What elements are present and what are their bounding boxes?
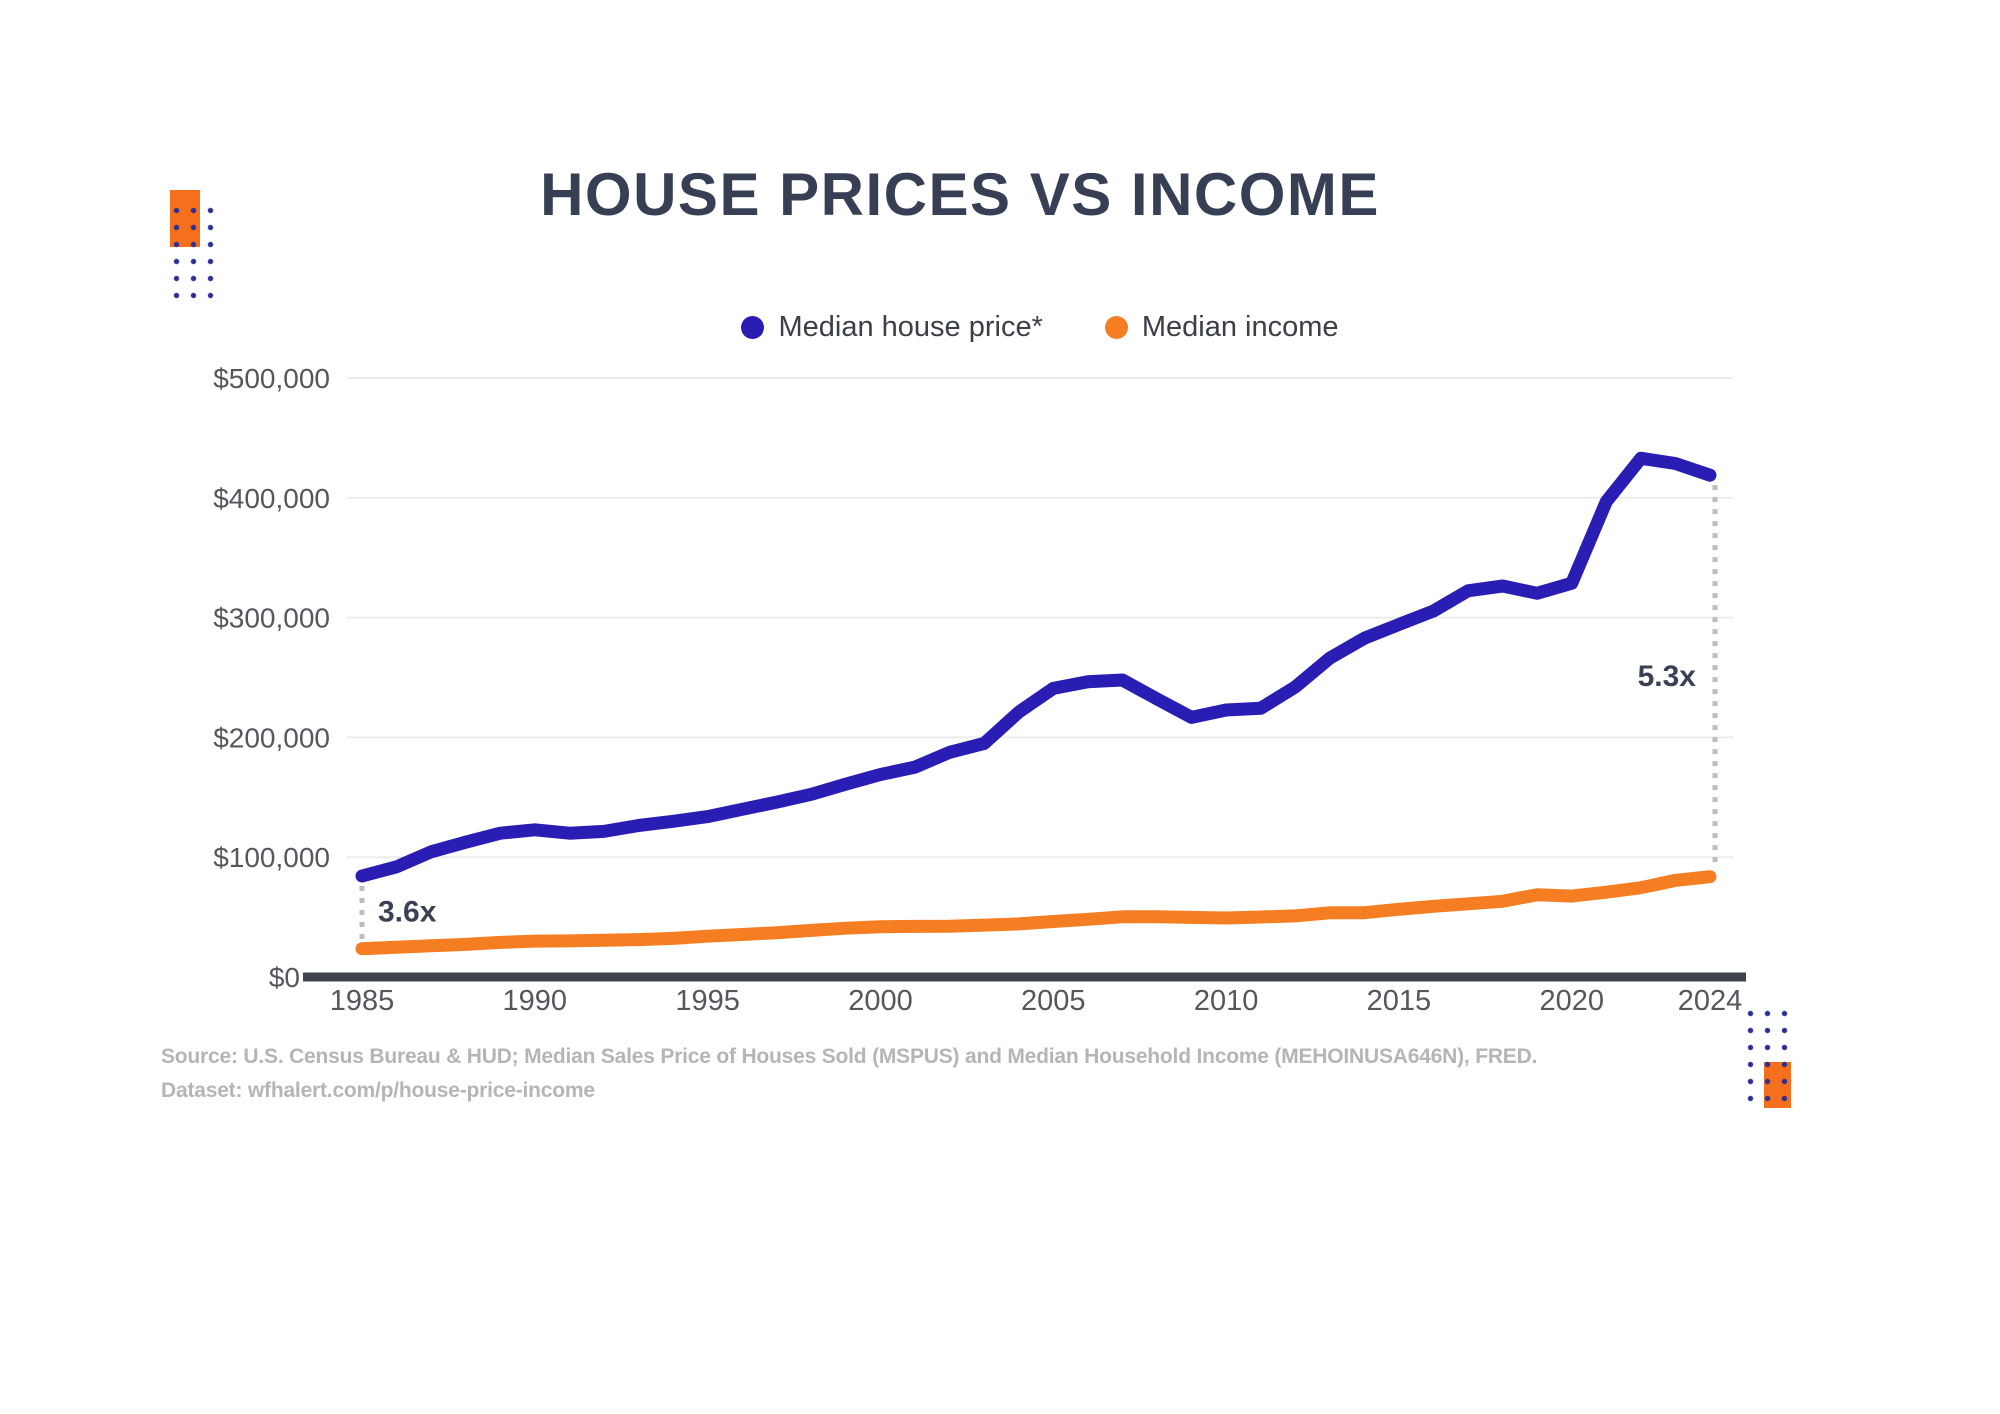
legend-label: Median income [1141,311,1339,343]
corner-decoration-bottom-right [1740,1004,1800,1116]
house-price-legend-dot-icon [741,316,765,339]
source-line-1: Source: U.S. Census Bureau & HUD; Median… [161,1045,1538,1068]
source-note: Source: U.S. Census Bureau & HUD; Median… [161,1040,1537,1108]
x-axis-tick-label: 1990 [503,985,568,1017]
income-line [355,870,1717,956]
chart-legend: Median house price* Median income [80,311,2000,344]
legend-label: Median house price* [778,311,1043,343]
y-axis-tick-label: $0 [269,962,300,993]
y-axis-tick-label: $300,000 [213,603,330,634]
x-axis-tick-label: 2024 [1678,985,1743,1017]
x-axis-tick-label: 2010 [1194,985,1259,1017]
y-axis-tick-label: $500,000 [213,363,330,394]
y-axis-tick-label: $400,000 [213,483,330,514]
legend-item-house-price: Median house price* [741,311,1043,344]
dot-grid-decoration [1742,1005,1793,1107]
house-price-line [355,451,1717,883]
x-axis-tick-label: 2005 [1021,985,1086,1017]
income-legend-dot-icon [1104,316,1128,339]
x-axis-tick-label: 2015 [1367,985,1432,1017]
x-axis-tick-label: 2020 [1539,985,1604,1017]
y-axis-tick-label: $200,000 [213,722,330,753]
end-ratio-annotation: 5.3x [1638,660,1697,693]
x-axis-tick-label: 1985 [330,985,395,1017]
chart-title: HOUSE PRICES VS INCOME [540,161,1380,228]
x-axis-tick-label: 2000 [848,985,913,1017]
dot-grid-decoration [168,202,219,304]
corner-decoration-top-left [168,186,228,308]
legend-item-income: Median income [1104,311,1339,344]
y-axis-tick-label: $100,000 [213,842,330,873]
x-axis-tick-label: 1995 [675,985,740,1017]
source-line-2: Dataset: wfhalert.com/p/house-price-inco… [161,1079,595,1102]
start-ratio-annotation: 3.6x [378,895,437,928]
